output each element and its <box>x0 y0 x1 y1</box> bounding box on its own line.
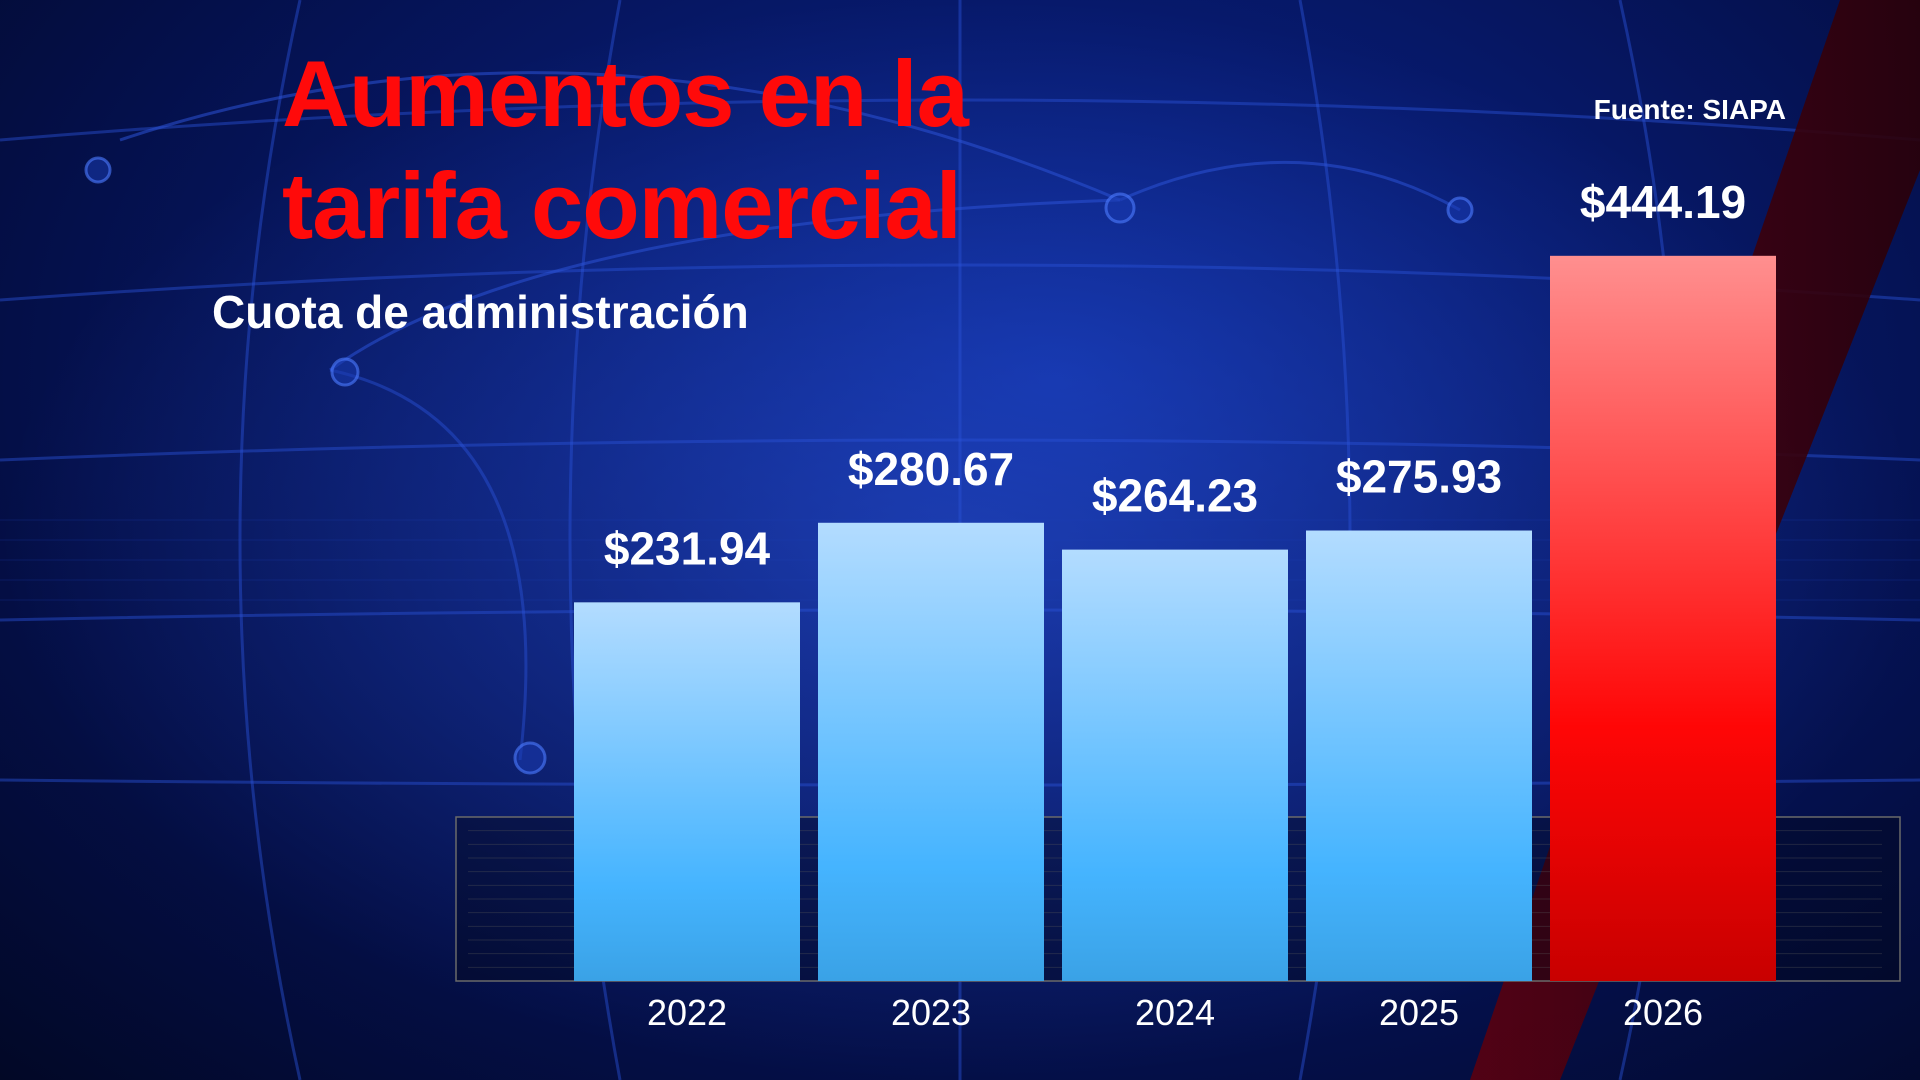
bar-2023 <box>818 522 1044 981</box>
bar-2025 <box>1306 530 1532 981</box>
chart-subtitle: Cuota de administración <box>212 286 749 338</box>
bars-group <box>574 255 1776 982</box>
bar-2026 <box>1550 255 1776 982</box>
category-labels-group: 2022 2023 2024 2025 2026 <box>647 992 1703 1033</box>
source-note: Fuente: SIAPA <box>1593 94 1786 125</box>
bar-2024 <box>1062 549 1288 981</box>
value-label-2025: $275.93 <box>1336 451 1502 503</box>
value-labels-group: $231.94 $280.67 $264.23 $275.93 $444.19 <box>604 176 1746 575</box>
page-title: Aumentos en la tarifa comercial <box>282 41 969 258</box>
category-label-2023: 2023 <box>891 992 971 1033</box>
value-label-2026: $444.19 <box>1580 176 1746 228</box>
category-label-2026: 2026 <box>1623 992 1703 1033</box>
value-label-2024: $264.23 <box>1092 470 1258 522</box>
category-label-2022: 2022 <box>647 992 727 1033</box>
bar-2022 <box>574 602 800 981</box>
value-label-2022: $231.94 <box>604 522 771 574</box>
category-label-2024: 2024 <box>1135 992 1215 1033</box>
value-label-2023: $280.67 <box>848 443 1014 495</box>
category-label-2025: 2025 <box>1379 992 1459 1033</box>
